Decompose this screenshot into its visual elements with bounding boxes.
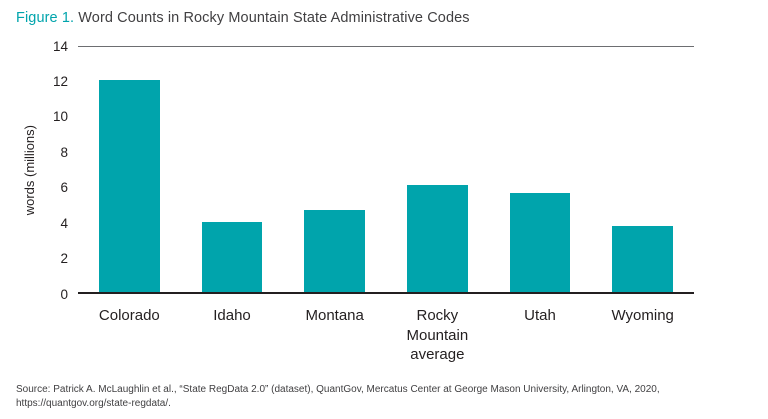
bar-column-idaho (181, 47, 284, 292)
plot-area (78, 46, 694, 294)
x-label-utah: Utah (524, 307, 556, 324)
bar-column-wyoming (591, 47, 694, 292)
bar-montana (304, 209, 365, 292)
figure-number: Figure 1. (16, 10, 75, 26)
y-axis-title: words (millions) (21, 124, 37, 216)
y-tick-label: 2 (60, 250, 68, 266)
x-label-idaho: Idaho (213, 307, 251, 324)
bar-wyoming (612, 225, 673, 292)
x-label-cell-rocky-mountain-average: Rocky Mountain average (386, 306, 489, 365)
x-label-cell-idaho: Idaho (181, 306, 284, 365)
x-label-cell-utah: Utah (489, 306, 592, 365)
bar-colorado (99, 80, 160, 292)
bar-column-montana (283, 47, 386, 292)
y-tick-label: 0 (60, 286, 68, 302)
bar-utah (509, 193, 571, 292)
bar-chart: words (millions) 0 2 4 6 8 10 12 14 Colorado Ida… (16, 39, 752, 365)
bar-rocky-mountain-average (407, 185, 468, 292)
plot-wrap: Colorado Idaho Montana Rocky Mountain avera… (78, 46, 694, 365)
y-axis-ticks: 0 2 4 6 8 10 12 14 (42, 39, 78, 300)
x-label-wyoming: Wyoming (611, 307, 674, 324)
source-note: Source: Patrick A. McLaughlin et al., “S… (16, 384, 660, 409)
x-label-rocky-mountain-average: Rocky Mountain average (406, 307, 469, 363)
y-tick-label: 14 (52, 38, 68, 54)
x-label-montana: Montana (305, 307, 364, 324)
y-tick-label: 10 (52, 109, 68, 125)
y-axis-title-wrap: words (millions) (16, 46, 42, 294)
bar-column-colorado (78, 47, 181, 292)
bar-column-rocky-mountain-average (386, 47, 489, 292)
x-label-colorado: Colorado (98, 307, 160, 324)
y-tick-label: 8 (60, 144, 68, 160)
bar-idaho (201, 222, 263, 292)
x-label-cell-wyoming: Wyoming (591, 306, 694, 365)
y-tick-label: 6 (60, 179, 68, 195)
bar-column-utah (489, 47, 592, 292)
x-label-cell-colorado: Colorado (78, 306, 181, 365)
x-label-cell-montana: Montana (283, 306, 386, 365)
y-tick-label: 4 (60, 215, 68, 231)
y-tick-label: 12 (52, 73, 68, 89)
x-axis-labels: Colorado Idaho Montana Rocky Mountain avera… (78, 306, 694, 365)
chart-title-text: Word Counts in Rocky Mountain State Admi… (74, 10, 470, 26)
chart-title: Figure 1. Word Counts in Rocky Mountain … (16, 10, 752, 26)
